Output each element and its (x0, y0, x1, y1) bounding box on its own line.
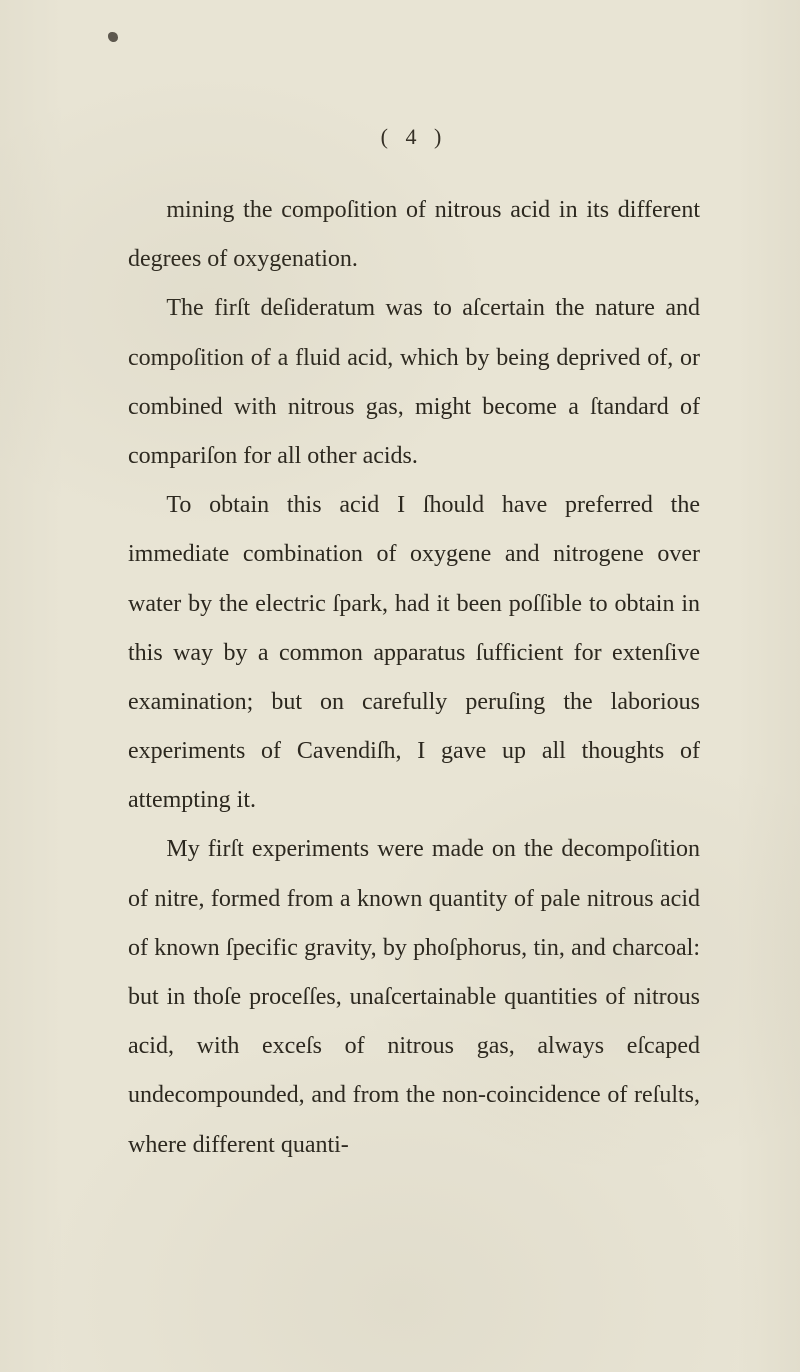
page-number: ( 4 ) (128, 124, 700, 150)
paragraph-1: mining the compoſition of nitrous acid i… (128, 186, 700, 284)
scanned-page: ( 4 ) mining the compoſition of nitrous … (0, 0, 800, 1372)
ink-spot (108, 32, 118, 42)
paragraph-2: The firſt deſideratum was to aſcertain t… (128, 284, 700, 481)
paragraph-3: To obtain this acid I ſhould have prefer… (128, 481, 700, 825)
paragraph-4: My firſt experiments were made on the de… (128, 825, 700, 1169)
body-text: mining the compoſition of nitrous acid i… (128, 186, 700, 1170)
